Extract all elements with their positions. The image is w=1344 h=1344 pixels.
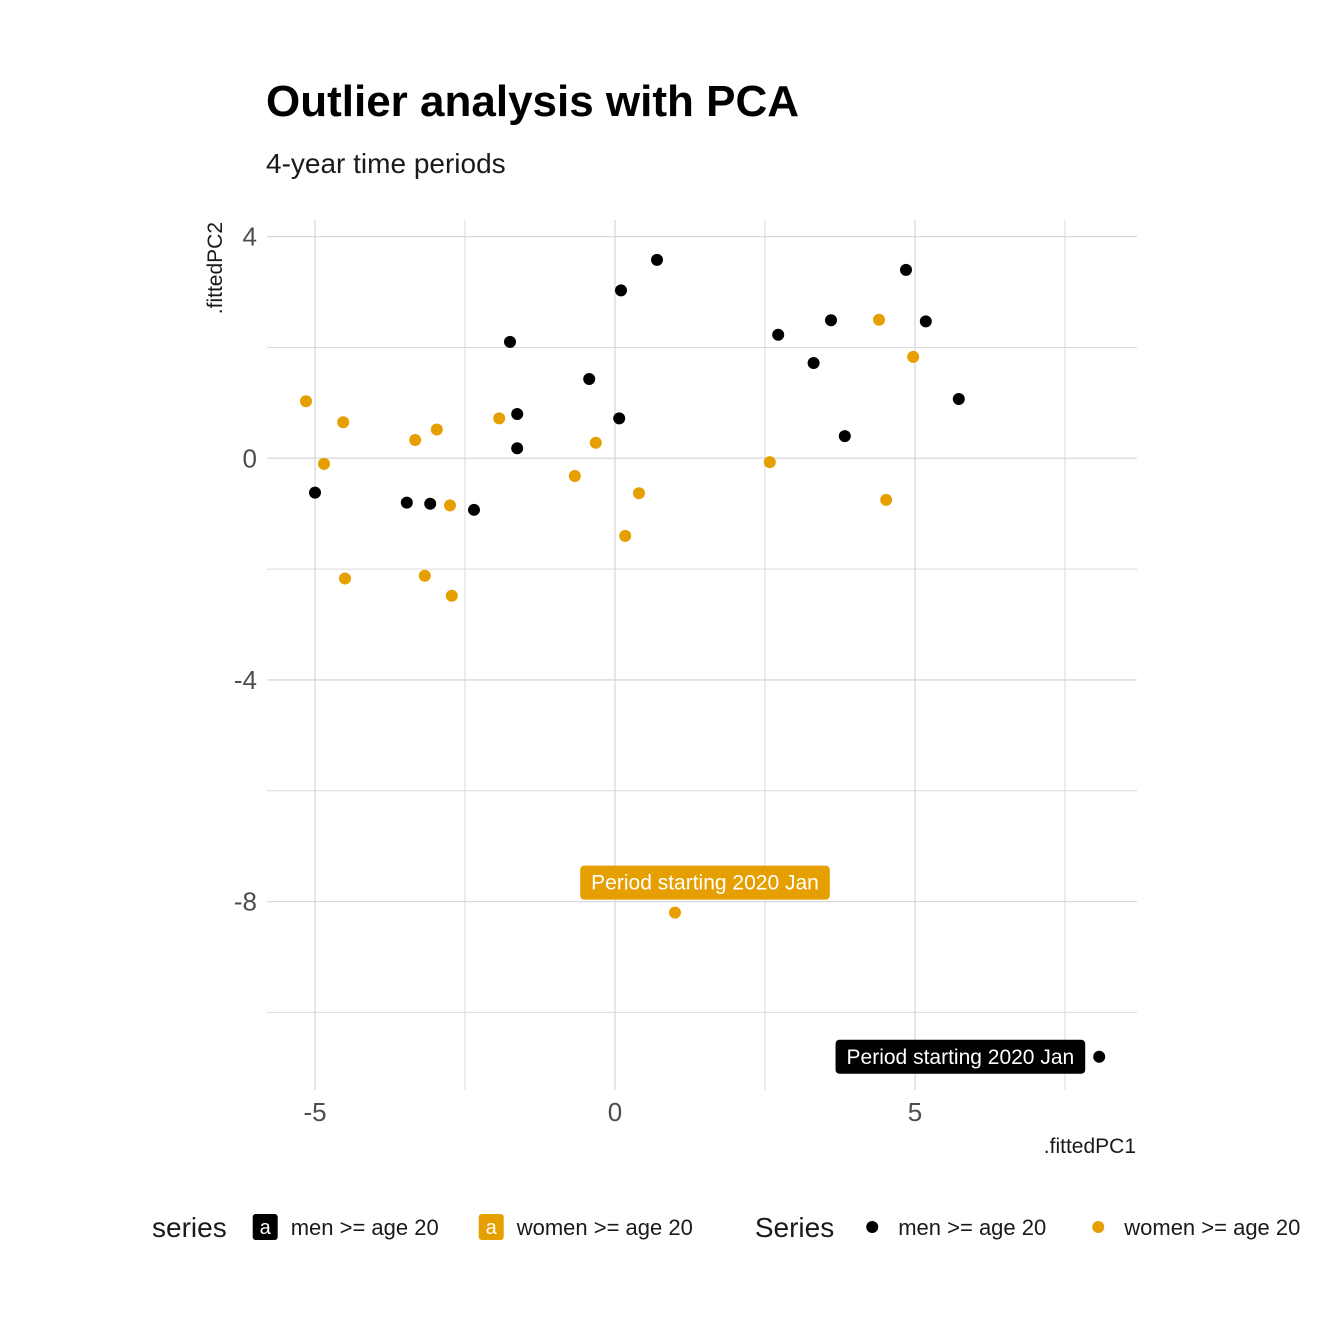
annotation-text: Period starting 2020 Jan	[591, 872, 819, 895]
scatter-point	[907, 350, 920, 363]
legend-key-label	[478, 1214, 504, 1240]
scatter-point	[589, 436, 602, 449]
annotation-box	[580, 865, 830, 900]
x-tick-label: 5	[908, 1097, 922, 1127]
scatter-point	[468, 503, 480, 516]
chart-title: Outlier analysis with PCA	[266, 77, 799, 126]
scatter-point	[651, 253, 663, 266]
scatter-point	[409, 433, 422, 446]
x-axis-label: .fittedPC1	[1044, 1135, 1136, 1158]
scatter-point	[1093, 1050, 1106, 1063]
scatter-point	[772, 328, 785, 341]
legend-key-letter: a	[486, 1217, 498, 1239]
annotation-box	[835, 1039, 1086, 1074]
scatter-point	[339, 572, 351, 585]
scatter-point	[619, 529, 632, 542]
legend-key-point	[866, 1221, 879, 1233]
scatter-point	[633, 487, 645, 500]
y-axis-label: .fittedPC2	[204, 222, 227, 314]
scatter-point	[807, 356, 820, 369]
scatter-point	[873, 313, 885, 326]
scatter-point	[418, 569, 431, 582]
chart-subtitle: 4-year time periods	[266, 148, 506, 179]
annotation-text: Period starting 2020 Jan	[847, 1046, 1075, 1069]
scatter-point	[511, 407, 524, 420]
plot-grid	[267, 220, 1137, 1090]
scatter-point	[300, 395, 312, 408]
x-tick-label: 0	[608, 1097, 622, 1127]
scatter-point	[952, 392, 965, 405]
legend-title: series	[152, 1212, 227, 1243]
axis-ticks: -5 0 5 4 0 -4 -8	[234, 222, 922, 1127]
scatter-point	[400, 496, 413, 509]
legend-entry-label: men >= age 20	[291, 1215, 439, 1240]
data-points	[300, 253, 1106, 1063]
point-labels: Period starting 2020 Jan Period starting …	[580, 865, 1086, 1074]
y-tick-label: 0	[243, 443, 257, 473]
scatter-point	[838, 430, 851, 443]
legend-key-label	[252, 1214, 278, 1240]
scatter-point	[583, 373, 596, 386]
y-tick-label: -4	[234, 665, 257, 695]
legend-key-letter: a	[260, 1217, 272, 1239]
scatter-point	[493, 412, 506, 425]
annotation-label: Period starting 2020 Jan	[580, 865, 830, 900]
legend: series a men >= age 20 a women >= age 20 Seri…	[152, 1212, 1300, 1243]
scatter-point	[424, 497, 437, 510]
scatter-point	[337, 416, 350, 429]
scatter-point	[430, 423, 443, 436]
legend-key-point	[1092, 1221, 1105, 1233]
legend-entry-label: women >= age 20	[516, 1215, 693, 1240]
scatter-point	[318, 457, 330, 470]
x-tick-label: -5	[303, 1097, 326, 1127]
scatter-point	[900, 263, 912, 276]
scatter-point	[763, 456, 776, 469]
scatter-point	[613, 412, 626, 425]
scatter-point	[825, 314, 837, 327]
y-tick-label: 4	[243, 222, 257, 252]
scatter-point	[444, 499, 456, 512]
scatter-point	[919, 315, 932, 328]
legend-title: Series	[755, 1212, 834, 1243]
scatter-point	[669, 906, 681, 919]
legend-entry-label: men >= age 20	[898, 1215, 1046, 1240]
scatter-point	[880, 493, 893, 506]
scatter-point	[615, 284, 627, 297]
legend-entry-label: women >= age 20	[1123, 1215, 1300, 1240]
scatter-point	[445, 589, 458, 602]
scatter-point	[504, 335, 516, 348]
scatter-point	[511, 442, 524, 455]
scatter-point	[568, 470, 581, 483]
annotation-label: Period starting 2020 Jan	[835, 1039, 1086, 1074]
y-tick-label: -8	[234, 887, 257, 917]
scatter-point	[309, 486, 321, 499]
